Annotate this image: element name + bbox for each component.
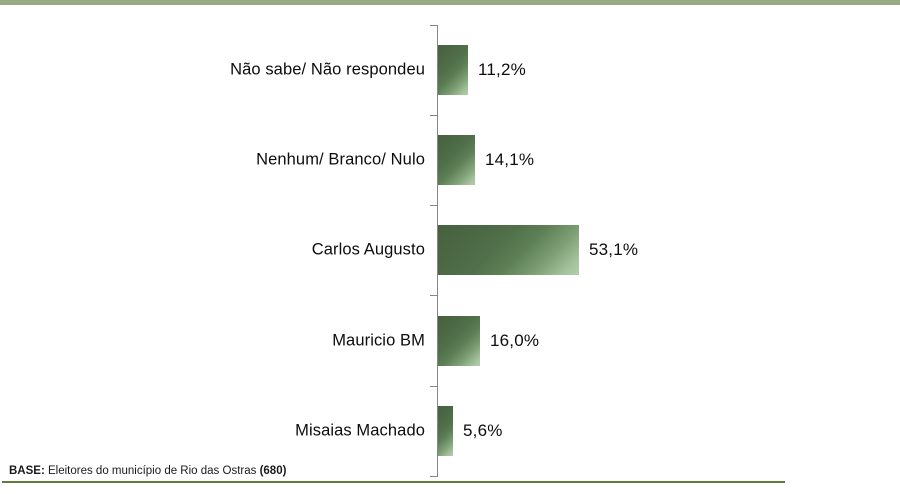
footer-rule bbox=[2, 481, 785, 483]
bar-value-label: 16,0% bbox=[490, 331, 540, 350]
bar-chart: Não sabe/ Não respondeu 11,2% Nenhum/ Br… bbox=[0, 5, 900, 477]
base-count: (680) bbox=[259, 465, 287, 477]
bar-value-label: 53,1% bbox=[589, 240, 639, 259]
category-axis-line bbox=[437, 25, 438, 477]
bar-category-label: Misaias Machado bbox=[295, 421, 425, 440]
bar-category-label: Carlos Augusto bbox=[311, 240, 425, 259]
chart-footer: BASE: Eleitores do município de Rio das … bbox=[0, 465, 900, 494]
bar-row: Não sabe/ Não respondeu 11,2% bbox=[0, 27, 900, 113]
bar-category-label: Mauricio BM bbox=[332, 331, 425, 350]
axis-tick bbox=[430, 295, 437, 296]
axis-tick bbox=[430, 476, 437, 477]
bar-shape[interactable] bbox=[438, 45, 468, 95]
bar-shape[interactable] bbox=[438, 316, 480, 366]
base-text: Eleitores do município de Rio das Ostras bbox=[47, 465, 257, 477]
axis-tick bbox=[430, 386, 437, 387]
top-accent-bar bbox=[0, 0, 900, 5]
bar-shape[interactable] bbox=[438, 135, 475, 185]
bar-shape[interactable] bbox=[438, 406, 453, 456]
axis-tick bbox=[430, 205, 437, 206]
axis-tick bbox=[430, 25, 437, 26]
bar-value-label: 11,2% bbox=[478, 60, 526, 79]
bar-category-label: Não sabe/ Não respondeu bbox=[230, 60, 425, 79]
bar-row: Nenhum/ Branco/ Nulo 14,1% bbox=[0, 117, 900, 203]
bar-value-label: 14,1% bbox=[485, 150, 535, 169]
bar-row: Misaias Machado 5,6% bbox=[0, 388, 900, 474]
base-note: BASE: Eleitores do município de Rio das … bbox=[9, 465, 286, 477]
bar-category-label: Nenhum/ Branco/ Nulo bbox=[256, 150, 425, 169]
bar-shape[interactable] bbox=[438, 225, 579, 275]
axis-tick bbox=[430, 115, 437, 116]
base-label: BASE: bbox=[9, 465, 45, 477]
bar-value-label: 5,6% bbox=[463, 421, 503, 440]
bar-row: Mauricio BM 16,0% bbox=[0, 298, 900, 384]
bar-row: Carlos Augusto 53,1% bbox=[0, 207, 900, 293]
